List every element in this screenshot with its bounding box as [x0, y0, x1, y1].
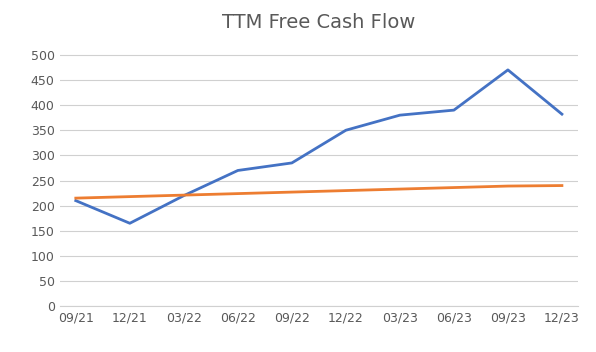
Title: TTM Free Cash Flow: TTM Free Cash Flow — [222, 13, 415, 32]
